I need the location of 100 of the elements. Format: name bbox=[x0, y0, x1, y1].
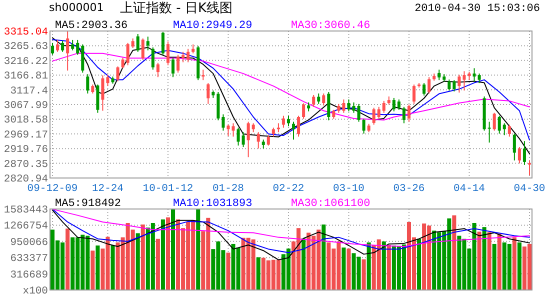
candlestick bbox=[51, 42, 54, 56]
candlestick bbox=[141, 38, 144, 60]
x-tick-label: 09-12-09 bbox=[27, 183, 78, 195]
candlestick bbox=[186, 48, 190, 63]
candlestick bbox=[161, 31, 164, 56]
candlestick bbox=[126, 42, 130, 66]
candlestick bbox=[438, 69, 441, 81]
bar bbox=[366, 242, 371, 290]
candlestick bbox=[302, 102, 306, 120]
candlestick bbox=[502, 122, 506, 136]
candlestick bbox=[428, 76, 431, 94]
candlestick bbox=[397, 98, 400, 110]
candlestick bbox=[478, 73, 481, 84]
x-tick-label: 04-14 bbox=[453, 183, 485, 195]
candlestick bbox=[412, 84, 416, 104]
candlestick bbox=[56, 39, 60, 52]
bar bbox=[346, 248, 351, 290]
candlestick bbox=[448, 79, 451, 92]
bar bbox=[90, 250, 95, 290]
chart-title: 上证指数 - 日K线图 bbox=[120, 1, 232, 16]
bar bbox=[140, 224, 145, 290]
y-tick-label: 3067.99 bbox=[4, 100, 48, 112]
candlestick bbox=[407, 104, 410, 122]
candlestick bbox=[151, 46, 154, 70]
candlestick bbox=[488, 121, 491, 144]
y-tick-label: 3265.63 bbox=[4, 41, 48, 54]
x-tick-label: 02-22 bbox=[272, 183, 304, 195]
bar bbox=[322, 224, 326, 290]
bar bbox=[226, 252, 230, 290]
candlestick bbox=[452, 80, 456, 92]
candlestick bbox=[286, 115, 290, 127]
bar bbox=[512, 237, 516, 290]
bar bbox=[492, 244, 496, 290]
candlestick bbox=[458, 74, 461, 94]
candlestick bbox=[312, 94, 316, 108]
y-tick-label: 316689 bbox=[10, 269, 48, 282]
y-tick-label: 2969.17 bbox=[4, 129, 48, 142]
y-tick-label: 3166.81 bbox=[4, 70, 48, 83]
candlestick bbox=[121, 57, 124, 69]
bar bbox=[452, 215, 456, 290]
candlestick bbox=[282, 115, 285, 128]
candlestick bbox=[522, 140, 526, 166]
y-tick-label: 1583443 bbox=[4, 204, 48, 216]
x-tick-label: 04-30 bbox=[514, 183, 545, 195]
candlestick bbox=[422, 82, 426, 96]
candlestick bbox=[472, 68, 476, 82]
y-tick-label: x100 bbox=[22, 286, 48, 298]
candlestick bbox=[402, 106, 406, 124]
candlestick bbox=[131, 38, 134, 48]
candlestick bbox=[136, 33, 140, 52]
candlestick bbox=[236, 127, 240, 146]
y-tick-label: 1266754 bbox=[4, 220, 48, 233]
y-tick-label: 3315.04 bbox=[4, 26, 48, 38]
candlestick bbox=[392, 97, 396, 112]
candlestick bbox=[71, 39, 74, 51]
candlestick bbox=[382, 100, 386, 114]
candlestick bbox=[232, 122, 235, 138]
y-tick-label: 2820.94 bbox=[4, 174, 48, 186]
x-tick-label: 01-28 bbox=[212, 183, 244, 195]
candlestick bbox=[528, 160, 531, 176]
candlestick bbox=[357, 103, 360, 122]
candlestick bbox=[377, 106, 380, 120]
bar bbox=[497, 234, 502, 290]
candlestick bbox=[146, 36, 150, 51]
candlestick bbox=[322, 92, 326, 106]
bar bbox=[386, 244, 391, 290]
candlestick bbox=[206, 82, 210, 104]
bar bbox=[196, 209, 200, 290]
candlestick bbox=[462, 70, 466, 92]
y-tick-label: 3216.22 bbox=[4, 56, 48, 68]
candlestick bbox=[222, 114, 225, 132]
candlestick bbox=[292, 121, 296, 140]
text: MA30:1061100 bbox=[291, 198, 370, 210]
y-tick-label: 3018.58 bbox=[4, 114, 48, 127]
candlestick bbox=[66, 30, 70, 72]
candlestick bbox=[362, 118, 366, 134]
line-series bbox=[52, 210, 530, 260]
candlestick bbox=[226, 124, 230, 137]
x-tick-label: 03-10 bbox=[332, 183, 364, 195]
candlestick bbox=[76, 39, 80, 56]
series-label: MA5:2903.36 bbox=[55, 20, 128, 32]
bar bbox=[487, 232, 492, 290]
candlestick bbox=[182, 51, 185, 63]
candlestick bbox=[518, 146, 521, 164]
candlestick bbox=[246, 121, 250, 158]
candlestick bbox=[86, 74, 90, 94]
bar bbox=[477, 232, 482, 290]
text: MA30:3060.46 bbox=[291, 20, 370, 32]
candlestick bbox=[352, 102, 356, 114]
candlestick bbox=[347, 98, 350, 112]
candlestick bbox=[172, 58, 175, 78]
candlestick bbox=[508, 124, 511, 138]
candlestick bbox=[176, 54, 180, 74]
candlestick bbox=[106, 74, 110, 87]
bar bbox=[482, 227, 486, 290]
candlestick bbox=[317, 92, 320, 104]
candlestick bbox=[61, 40, 64, 52]
bar bbox=[382, 241, 386, 290]
candlestick bbox=[101, 74, 104, 112]
candlestick bbox=[202, 69, 205, 81]
